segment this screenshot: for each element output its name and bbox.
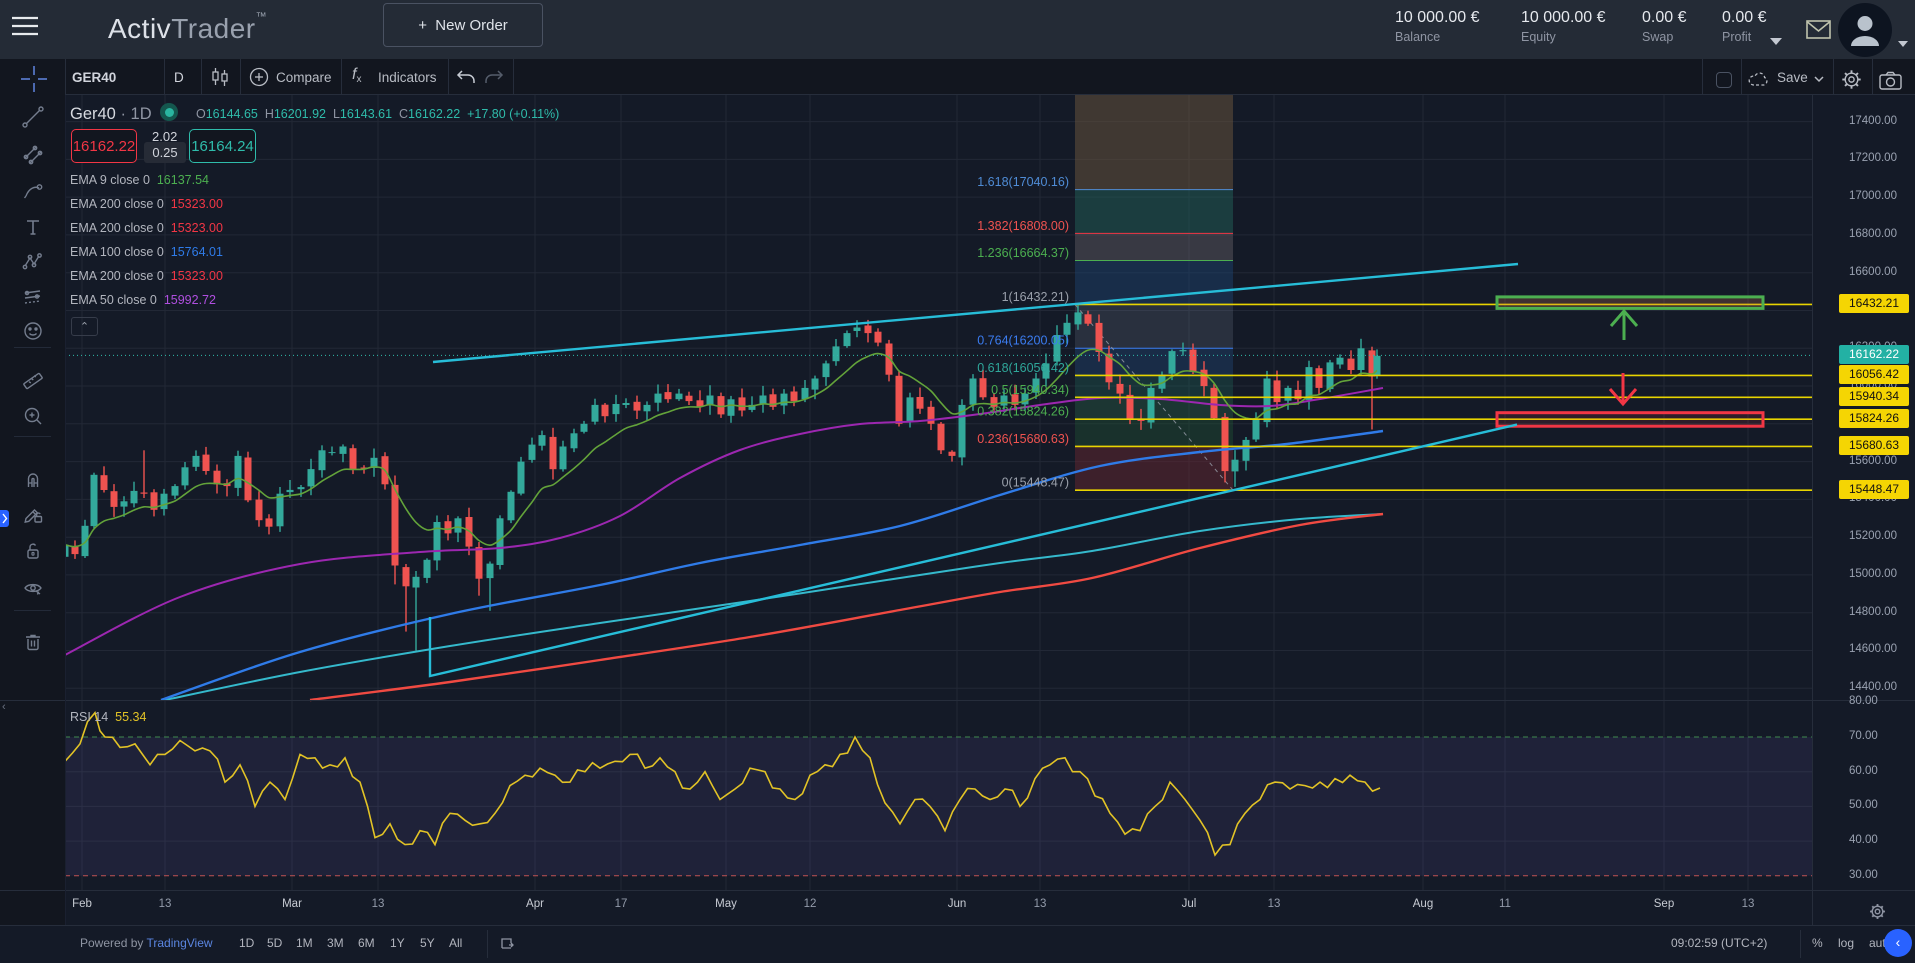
svg-text:0(15448.47): 0(15448.47) bbox=[1002, 476, 1069, 490]
svg-text:0.236(15680.63): 0.236(15680.63) bbox=[977, 432, 1069, 446]
svg-text:0.382(15824.26): 0.382(15824.26) bbox=[977, 405, 1069, 419]
svg-text:0.764(16200.05): 0.764(16200.05) bbox=[977, 334, 1069, 348]
svg-text:0.618(16056.42): 0.618(16056.42) bbox=[977, 361, 1069, 375]
svg-text:1.382(16808.00): 1.382(16808.00) bbox=[977, 219, 1069, 233]
svg-text:1.236(16664.37): 1.236(16664.37) bbox=[977, 246, 1069, 260]
svg-text:1.618(17040.16): 1.618(17040.16) bbox=[977, 175, 1069, 189]
svg-text:1(16432.21): 1(16432.21) bbox=[1002, 290, 1069, 304]
svg-text:0.5(15940.34): 0.5(15940.34) bbox=[991, 383, 1069, 397]
